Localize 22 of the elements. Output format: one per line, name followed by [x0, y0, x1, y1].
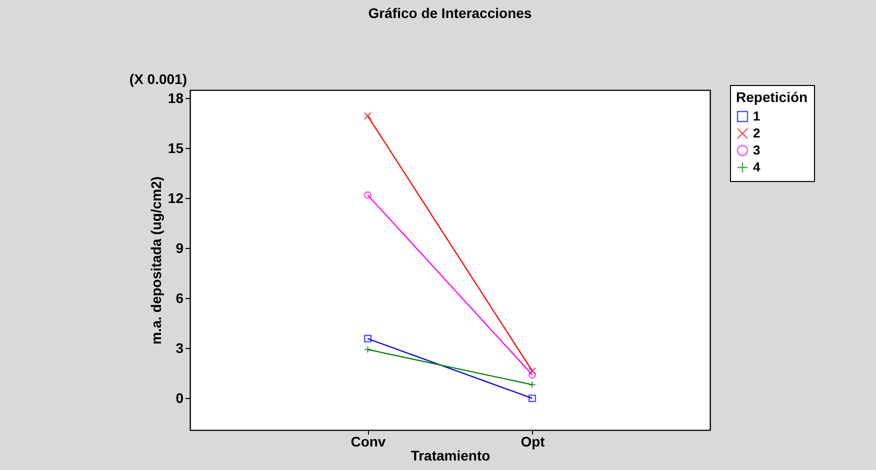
y-tick-label: 9	[176, 240, 184, 256]
point	[528, 394, 536, 402]
point	[364, 334, 372, 342]
y-tick-label: 6	[176, 290, 184, 306]
legend-label: 3	[753, 142, 760, 158]
legend-title: Repetición	[736, 89, 808, 105]
y-tick-label: 12	[168, 190, 184, 206]
y-tick-label: 3	[176, 340, 184, 356]
y-tick-label: 0	[176, 390, 184, 406]
point	[528, 367, 536, 375]
y-tick-label: 15	[168, 140, 184, 156]
point	[364, 112, 372, 120]
y-tick-label: 18	[168, 90, 184, 106]
legend-label: 1	[753, 108, 760, 124]
x-tick-label: Opt	[520, 434, 546, 450]
x-tick-label: Conv	[350, 434, 386, 450]
y-axis-title: m.a. depositada (ug/cm2)	[148, 176, 164, 345]
x-axis-title: Tratamiento	[410, 448, 490, 464]
text: (X 0.001)	[129, 71, 187, 87]
chart-title: Gráfico de Interacciones	[368, 5, 532, 21]
legend-label: 4	[753, 160, 761, 174]
legend-label: 2	[753, 126, 760, 140]
